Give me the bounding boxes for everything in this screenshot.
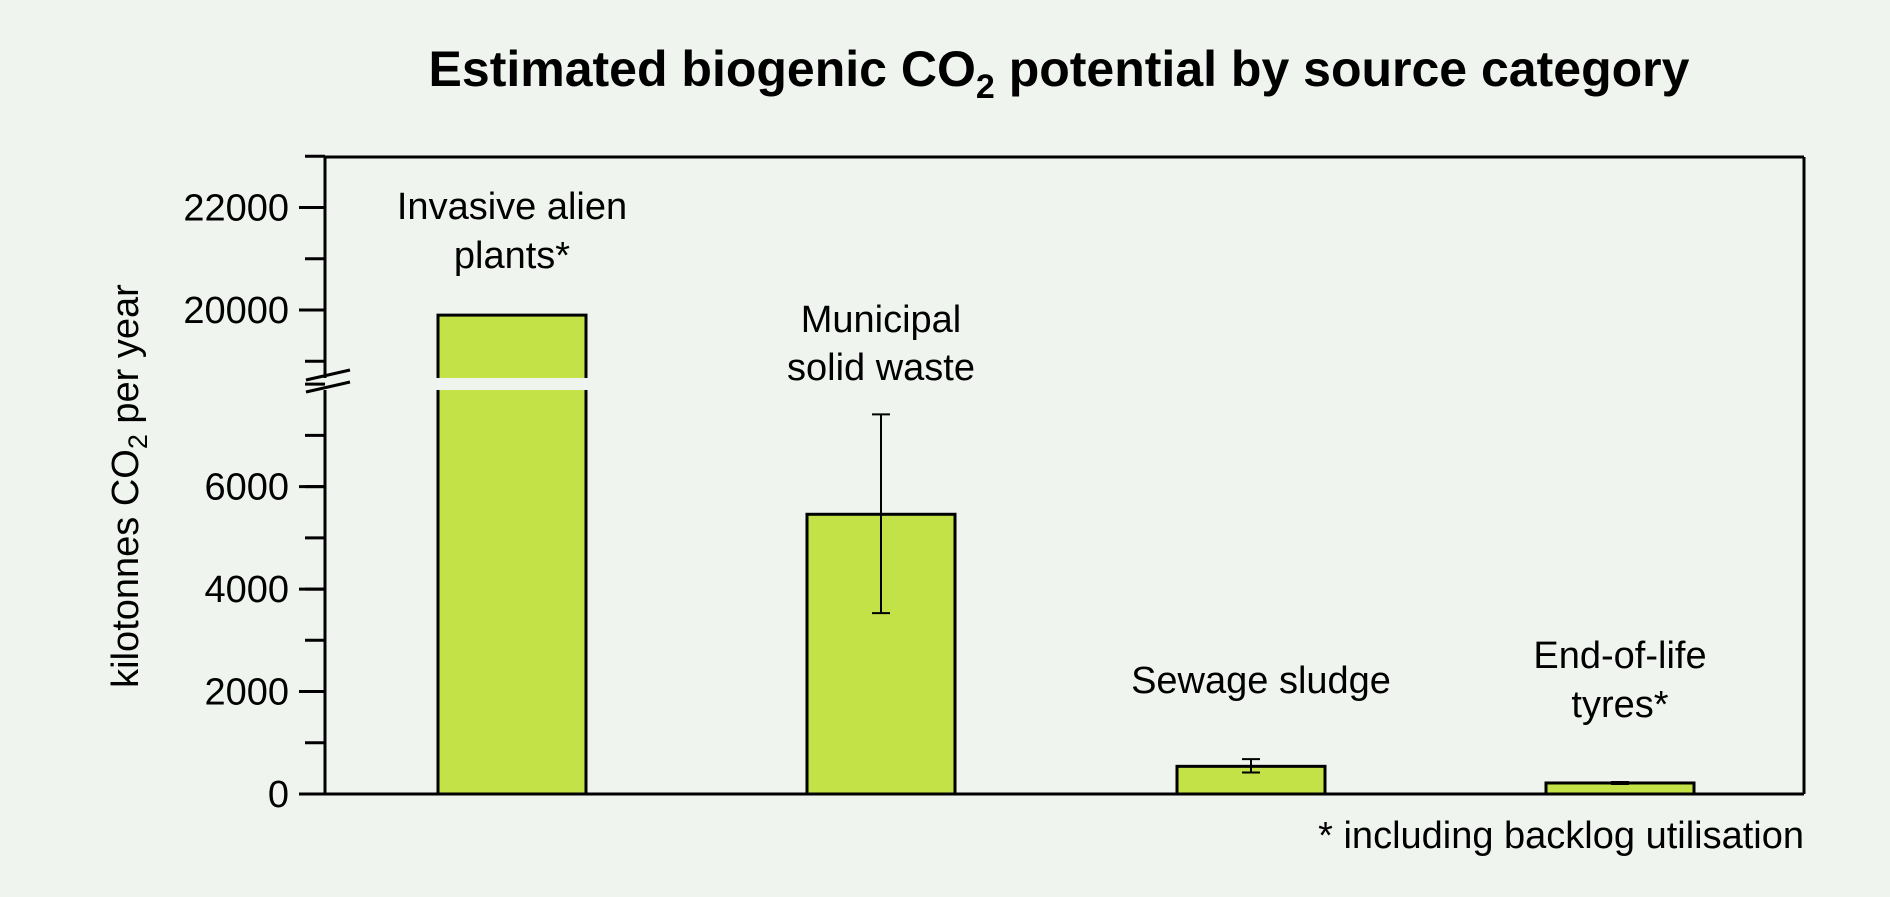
footnote: * including backlog utilisation: [1318, 815, 1804, 857]
category-label: Invasive alien: [397, 186, 627, 228]
axis-break-mark: [305, 368, 351, 382]
category-label: solid waste: [787, 347, 975, 389]
y-tick-label: 6000: [204, 467, 289, 509]
category-label: Sewage sludge: [1131, 660, 1391, 702]
y-tick-label: 2000: [204, 672, 289, 714]
y-tick-label: 4000: [204, 569, 289, 611]
bar-break-gap: [435, 378, 589, 390]
category-label: tyres*: [1571, 684, 1668, 726]
category-label: plants*: [454, 235, 570, 277]
chart-title: Estimated biogenic CO2 potential by sour…: [429, 41, 1690, 106]
y-tick-label: 0: [268, 774, 289, 816]
y-axis-label: kilotonnes CO2 per year: [105, 284, 153, 688]
bar: [436, 313, 588, 796]
axis-break-mark: [305, 380, 351, 394]
category-label: Municipal: [801, 299, 962, 341]
y-tick-label: 20000: [183, 290, 289, 332]
category-label: End-of-life: [1533, 635, 1706, 677]
y-tick-label: 22000: [183, 188, 289, 230]
